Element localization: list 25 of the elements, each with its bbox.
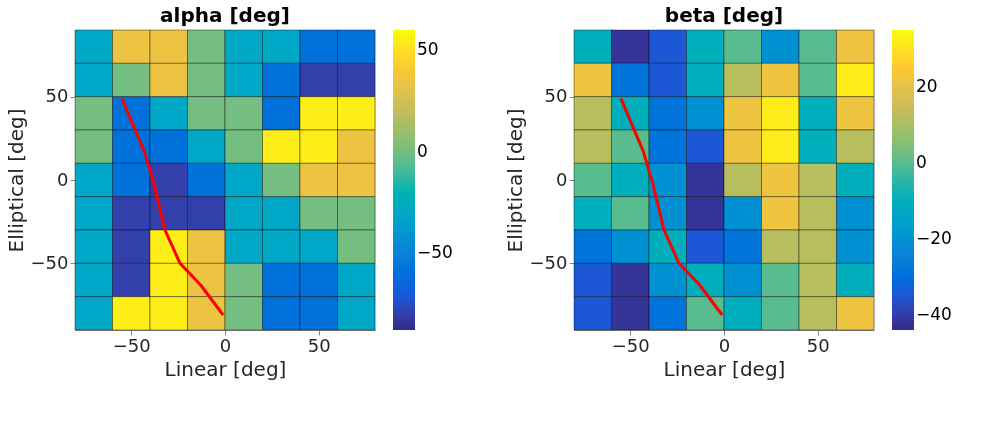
color-bar-label: 0	[916, 151, 927, 172]
color-bar-label: −40	[916, 303, 952, 324]
y-tick-label: 0	[57, 168, 69, 190]
x-tick-label: 0	[718, 334, 731, 356]
y-tick-label: −50	[30, 251, 69, 273]
y-tick-label: 0	[556, 168, 568, 190]
chart-title: alpha [deg]	[160, 2, 290, 27]
color-bar-label: −20	[916, 227, 952, 248]
x-axis-title: Linear [deg]	[164, 356, 287, 381]
y-axis-title: Elliptical [deg]	[502, 108, 527, 253]
x-tick-label: 50	[307, 334, 331, 356]
x-axis-title: Linear [deg]	[663, 356, 786, 381]
color-bar-label: 50	[417, 39, 439, 60]
chart-title: beta [deg]	[664, 2, 784, 27]
color-bar-label: 0	[417, 140, 428, 161]
color-bar-label: 20	[916, 75, 938, 96]
x-tick-label: 50	[806, 334, 830, 356]
y-tick-label: 50	[45, 85, 69, 107]
x-tick-label: −50	[112, 334, 151, 356]
color-bar-label: −50	[417, 241, 453, 262]
y-tick-label: −50	[529, 251, 568, 273]
x-tick-label: 0	[219, 334, 232, 356]
y-tick-label: 50	[544, 85, 568, 107]
y-axis-title: Elliptical [deg]	[3, 108, 28, 253]
x-tick-label: −50	[611, 334, 650, 356]
